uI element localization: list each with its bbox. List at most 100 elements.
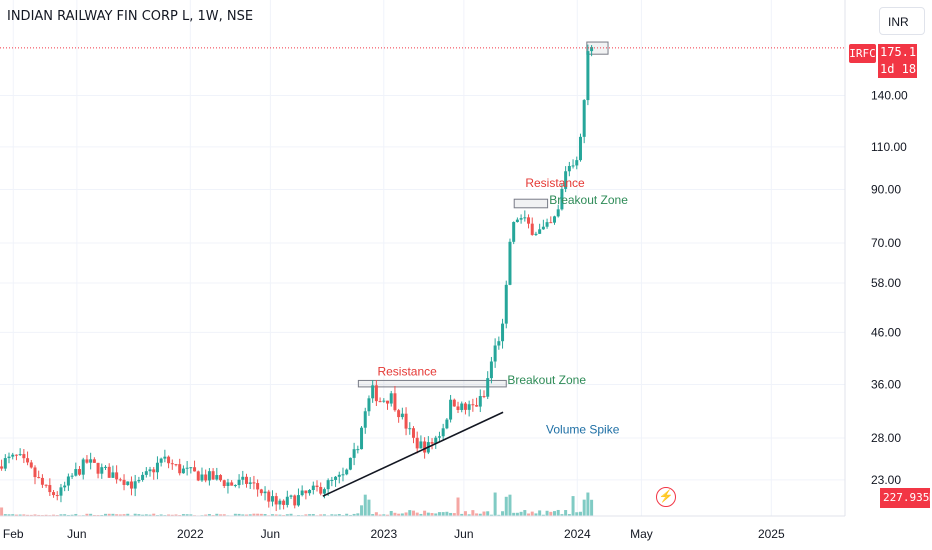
candle-body (92, 459, 96, 463)
volume-bar (437, 512, 441, 516)
volume-bar (415, 512, 419, 516)
volume-bar (304, 514, 308, 516)
volume-bar (363, 494, 367, 516)
candle-body (430, 442, 434, 444)
candle-body (270, 496, 274, 502)
volume-bar (137, 514, 141, 516)
candle-body (397, 410, 401, 418)
volume-bar (174, 514, 178, 516)
volume-bar (460, 513, 464, 516)
candle-body (230, 482, 234, 486)
candle-body (423, 441, 427, 453)
price-axis-label: 58.00 (871, 276, 901, 290)
volume-bar (549, 511, 553, 516)
candle-body (504, 284, 508, 324)
currency-button[interactable]: INR (879, 7, 925, 35)
candle-body (564, 171, 568, 189)
volume-bar (215, 513, 219, 516)
candle-body (489, 361, 493, 379)
volume-bar (148, 514, 152, 516)
candle-body (37, 477, 41, 479)
candle-body (126, 481, 130, 485)
candle-body (152, 469, 156, 473)
candle-body (330, 479, 334, 481)
volume-bar (334, 514, 338, 516)
candle-body (3, 458, 7, 469)
candle-body (204, 474, 208, 481)
candle-body (44, 484, 48, 486)
candle-body (196, 471, 200, 481)
volume-bar (337, 514, 341, 516)
candle-body (341, 474, 345, 476)
zone-rectangle (357, 379, 507, 388)
volume-bar (14, 514, 18, 516)
volume-bar (185, 514, 189, 516)
volume-bar (515, 512, 519, 516)
volume-bar (22, 514, 26, 516)
volume-bar (389, 510, 393, 516)
volume-bar (33, 514, 37, 516)
volume-bar (111, 513, 115, 516)
candle-body (185, 467, 189, 469)
volume-bar (219, 514, 223, 516)
symbol-title[interactable]: INDIAN RAILWAY FIN CORP L, 1W, NSE (7, 9, 254, 24)
price-axis-label: 140.00 (871, 89, 908, 103)
volume-bar (66, 514, 70, 516)
volume-bar (367, 499, 371, 516)
volume-bar (274, 514, 278, 516)
candle-body (219, 475, 223, 481)
volume-bar (345, 513, 349, 516)
volume-bar (400, 513, 404, 516)
candle-body (404, 413, 408, 429)
price-axis-label: 28.00 (871, 431, 901, 445)
candle-body (129, 481, 133, 489)
volume-bar (89, 513, 93, 516)
candle-body (308, 490, 312, 494)
candle-body (14, 454, 18, 456)
volume-bar (426, 512, 430, 516)
candle-body (22, 454, 26, 459)
candle-body (48, 485, 52, 493)
candle-body (59, 487, 63, 496)
candle-body (211, 471, 215, 480)
candle-body (267, 491, 271, 502)
time-axis-label: 2025 (758, 527, 785, 541)
candle-body (527, 217, 531, 224)
candle-body (70, 475, 74, 477)
candle-body (315, 485, 319, 487)
volume-bar (159, 514, 163, 516)
candle-body (374, 385, 378, 402)
volume-bar (115, 514, 119, 516)
volume-bar (560, 514, 564, 516)
candle-body (296, 495, 300, 506)
candle-body (226, 482, 230, 486)
candle-body (159, 458, 163, 463)
volume-bar (52, 514, 56, 516)
volume-bar (449, 512, 453, 516)
volume-bar (423, 510, 427, 516)
candle-body (107, 466, 111, 478)
lightning-icon[interactable]: ⚡ (656, 487, 676, 507)
candle-body (96, 462, 100, 474)
volume-bar (374, 512, 378, 516)
candle-body (155, 462, 159, 473)
candle-body (29, 462, 33, 468)
volume-bar (59, 514, 63, 516)
volume-bar (144, 514, 148, 516)
volume-bar (463, 511, 467, 516)
candle-body (523, 217, 527, 219)
candle-body (74, 469, 78, 476)
volume-bar (0, 507, 4, 516)
candle-body (367, 398, 371, 412)
candle-body (256, 483, 260, 490)
volume-bar (356, 513, 360, 516)
candle-body (248, 482, 252, 484)
candle-body (560, 188, 564, 210)
drawing-overlays: Resistance Breakout Zone Resistance Breakou… (0, 47, 845, 497)
volume-bar (512, 512, 516, 516)
time-axis-label: 2023 (370, 527, 397, 541)
volume-bar (233, 513, 237, 516)
candle-body (541, 226, 545, 230)
candle-body (437, 436, 441, 438)
